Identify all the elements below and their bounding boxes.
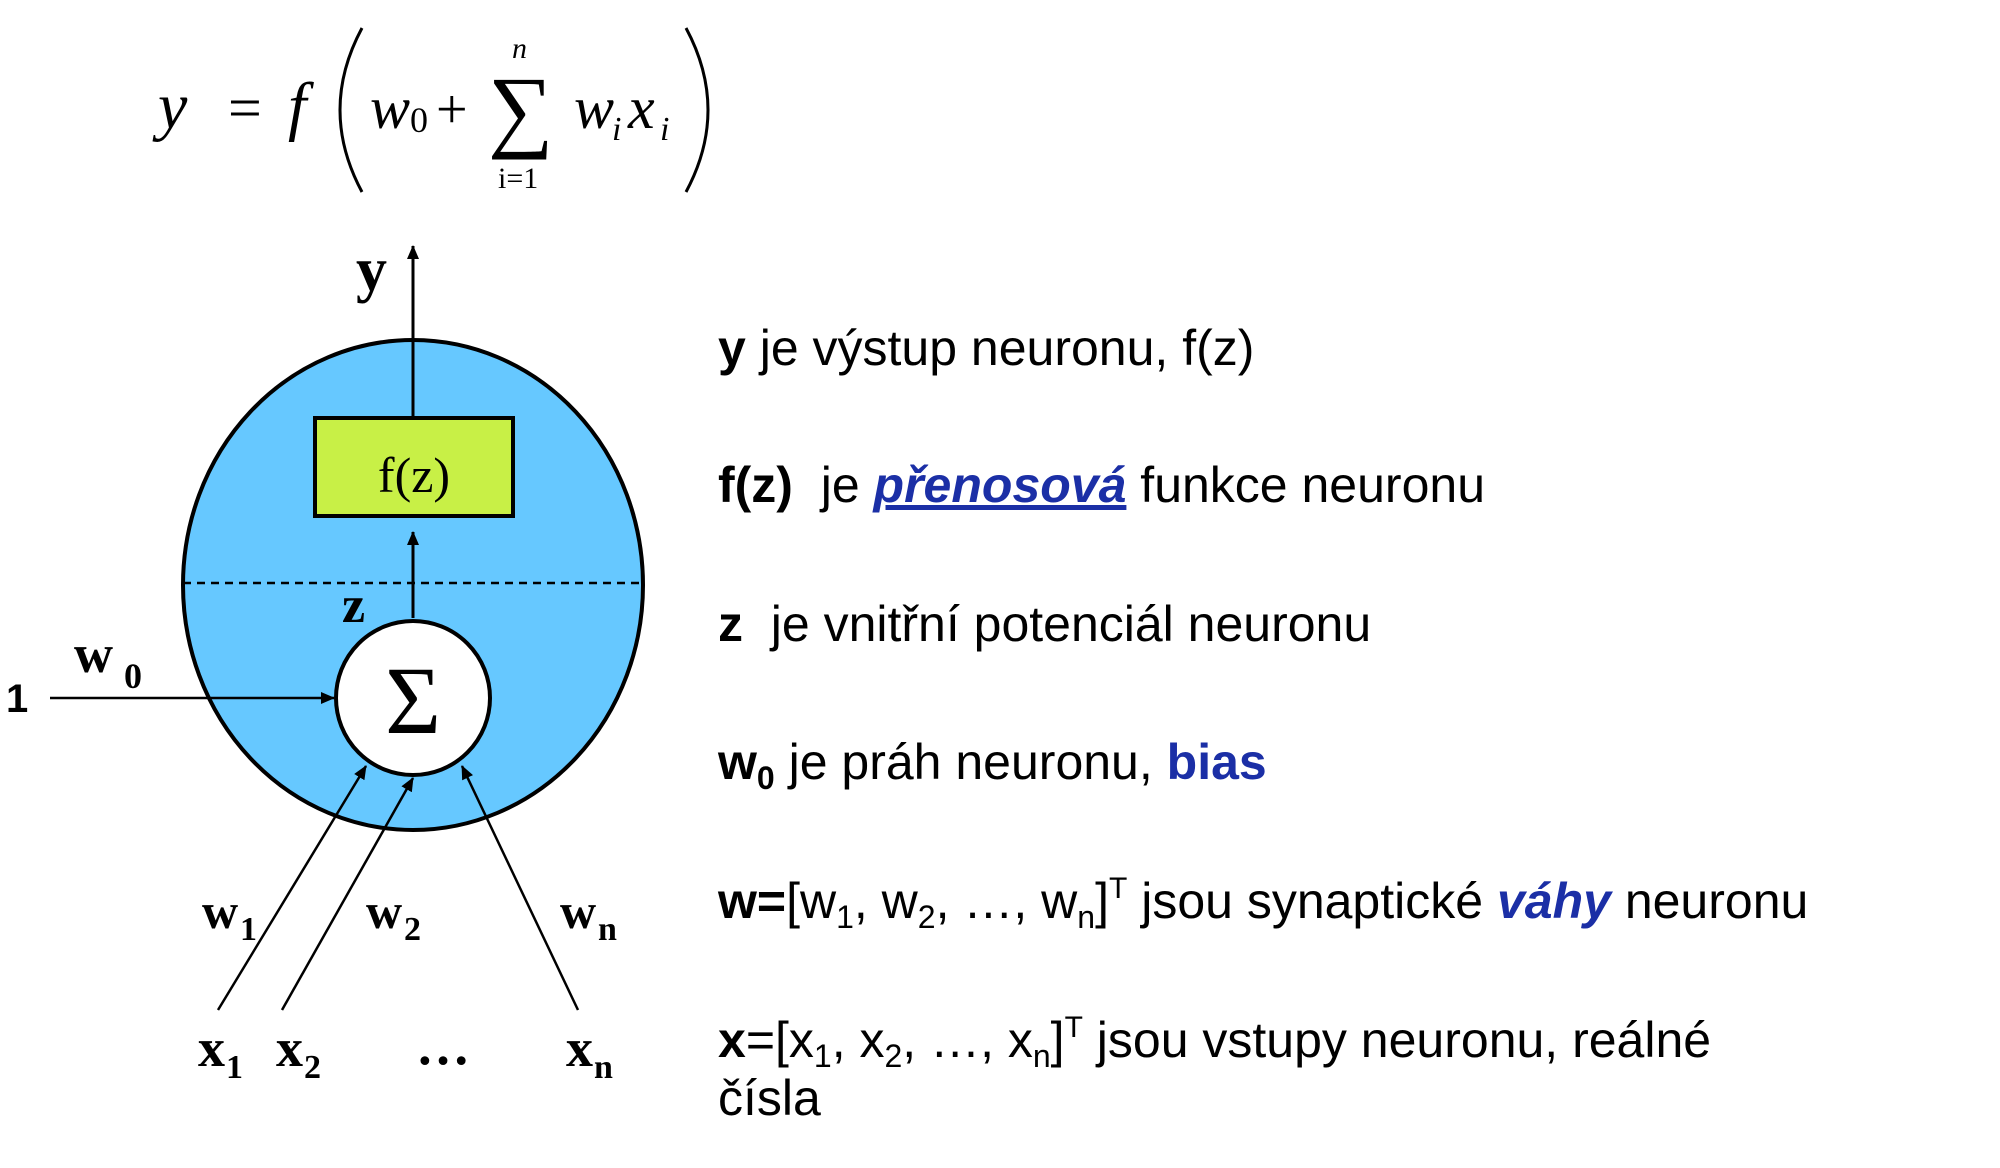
desc-w-close: ]	[1095, 873, 1109, 929]
formula: y = f w 0 + n ∑ i=1 w i x i	[152, 27, 710, 195]
desc-w-c2: , …, w	[935, 873, 1078, 929]
desc-fz-pre: je	[792, 457, 874, 513]
desc-fz-post: funkce neuronu	[1126, 457, 1485, 513]
desc-x-c1: , x	[831, 1012, 885, 1068]
input-sub-n: n	[594, 1049, 613, 1086]
desc-w0-sub: 0	[756, 760, 775, 796]
weight-label-2: w	[366, 883, 402, 939]
desc-w-pre: jsou synaptické	[1127, 873, 1497, 929]
input-label-n: x	[566, 1018, 593, 1078]
desc-w-sup: T	[1108, 872, 1128, 905]
formula-term-x-sub: i	[660, 111, 669, 148]
desc-w-highlight: váhy	[1496, 873, 1611, 929]
formula-term-w: w	[574, 75, 614, 141]
desc-w0: w0 je práh neuronu, bias	[718, 734, 1267, 794]
desc-x-subn: n	[1032, 1038, 1051, 1074]
formula-plus: +	[436, 79, 468, 141]
formula-sum-lower: i=1	[498, 162, 538, 195]
desc-x-sup: T	[1064, 1011, 1083, 1044]
formula-term-w-sub: i	[612, 111, 621, 148]
desc-z: z je vnitřní potenciál neuronu	[718, 596, 1371, 654]
weight-label-1: w	[202, 883, 238, 939]
desc-w0-pre: je práh neuronu,	[774, 734, 1167, 790]
desc-x-line2: čísla	[718, 1069, 821, 1126]
input-label-1: x	[198, 1018, 225, 1078]
desc-w-subn: n	[1077, 899, 1096, 935]
potential-label: z	[342, 577, 365, 634]
input-sub-2: 2	[304, 1049, 321, 1086]
desc-w: w=[w1, w2, …, wn]T jsou synaptické váhy …	[718, 872, 1809, 933]
formula-left-paren	[338, 27, 364, 193]
formula-w0: w	[370, 75, 410, 141]
formula-term-x: x	[627, 75, 655, 141]
output-label: y	[356, 236, 387, 304]
desc-w-post: neuronu	[1610, 873, 1809, 929]
desc-w-vector: [w	[786, 873, 837, 929]
bias-weight-sub: 0	[124, 656, 142, 696]
desc-x-vector: =[x	[745, 1012, 814, 1068]
activation-label: f(z)	[378, 447, 450, 503]
formula-func: f	[288, 70, 314, 143]
desc-w-symbol: w=	[718, 873, 787, 929]
formula-lhs: y	[152, 70, 188, 143]
formula-sum-upper: n	[512, 32, 527, 65]
desc-fz: f(z) je přenosová funkce neuronu	[718, 457, 1485, 515]
desc-z-symbol: z	[718, 596, 743, 652]
desc-x-sub1: 1	[813, 1038, 832, 1074]
desc-x-close: ]	[1050, 1012, 1065, 1068]
desc-w0-highlight: bias	[1166, 734, 1267, 790]
weight-sub-n: n	[598, 911, 617, 948]
formula-sum-symbol: ∑	[488, 58, 554, 160]
desc-w0-symbol: w	[718, 734, 757, 790]
weight-sub-2: 2	[404, 911, 421, 948]
input-arrow-n	[460, 765, 580, 1011]
desc-w-sub2: 2	[917, 899, 936, 935]
input-label-2: x	[276, 1018, 303, 1078]
input-ellipsis: …	[416, 1016, 470, 1076]
bias-weight-label: w	[74, 624, 113, 684]
desc-w-sub1: 1	[836, 899, 854, 935]
weight-sub-1: 1	[240, 911, 257, 948]
desc-fz-highlight: přenosová	[873, 457, 1127, 513]
summation-node	[334, 619, 492, 777]
desc-z-text: je vnitřní potenciál neuronu	[743, 596, 1372, 652]
desc-w-c1: , w	[853, 873, 918, 929]
desc-x-symbol: x	[718, 1012, 746, 1068]
desc-y-text: je výstup neuronu, f(z)	[745, 320, 1255, 376]
desc-x: x=[x1, x2, …, xn]T jsou vstupy neuronu, …	[718, 1012, 1711, 1127]
desc-y-symbol: y	[718, 320, 746, 376]
input-sub-1: 1	[226, 1049, 243, 1086]
formula-right-paren	[684, 27, 710, 193]
desc-fz-symbol: f(z)	[718, 457, 793, 513]
formula-equals: =	[228, 75, 262, 141]
desc-x-c2: , …, x	[902, 1012, 1033, 1068]
input-arrow-1	[216, 765, 368, 1011]
desc-x-sub2: 2	[884, 1038, 903, 1074]
weight-label-n: w	[560, 883, 596, 939]
desc-y: y je výstup neuronu, f(z)	[718, 320, 1254, 378]
bias-input-label: 1	[6, 677, 28, 721]
desc-x-line1: jsou vstupy neuronu, reálné	[1082, 1012, 1712, 1068]
formula-w0-sub: 0	[410, 100, 428, 140]
activation-box	[313, 416, 515, 518]
input-arrow-2	[280, 777, 415, 1011]
summation-symbol: Σ	[385, 647, 441, 754]
